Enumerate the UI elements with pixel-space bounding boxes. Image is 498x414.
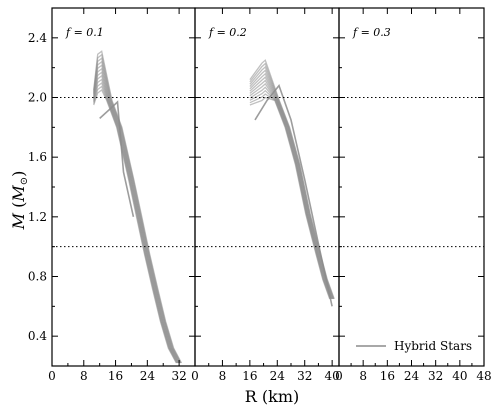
- legend-label: Hybrid Stars: [394, 339, 472, 353]
- panel-label-2: f = 0.2: [208, 26, 247, 39]
- y-tick-label-1.2: 1.2: [28, 210, 47, 224]
- x-tick-label-2-0: 0: [191, 369, 199, 383]
- x-tick-label-3-24: 24: [404, 369, 420, 383]
- x-tick-label-2-32: 32: [297, 369, 312, 383]
- curve-1-12: [93, 50, 183, 364]
- y-tick-label-2.4: 2.4: [28, 31, 47, 45]
- x-tick-label-3-8: 8: [359, 369, 367, 383]
- x-tick-label-3-16: 16: [380, 369, 395, 383]
- curve-2-2: [249, 93, 331, 300]
- y-axis-label-unit: M: [9, 185, 28, 203]
- y-tick-label-0.4: 0.4: [28, 329, 47, 343]
- x-tick-label-3-0: 0: [335, 369, 343, 383]
- panel-frame-1: [51, 7, 196, 367]
- panel-1: 0 8 16 24 32 f = 0.1: [48, 7, 196, 383]
- y-tick-label-0.8: 0.8: [28, 270, 47, 284]
- x-tick-label-1-24: 24: [140, 369, 156, 383]
- x-tick-label-2-40: 40: [325, 369, 340, 383]
- panel-frame-2: [194, 7, 340, 367]
- panels: 0 8 16 24 32 f = 0.1 0 8 16 24 32 40 f = 0.2 0 8 16 24 32…: [48, 7, 492, 383]
- x-tick-label-1-8: 8: [80, 369, 88, 383]
- x-tick-label-1-16: 16: [108, 369, 123, 383]
- x-tick-label-3-48: 48: [476, 369, 491, 383]
- branch-curve-2: [254, 83, 333, 307]
- panel-label-3: f = 0.3: [352, 26, 391, 39]
- x-tick-label-3-32: 32: [428, 369, 443, 383]
- panel-label-1: f = 0.1: [65, 26, 104, 39]
- y-tick-label-2.0: 2.0: [28, 91, 47, 105]
- x-tick-label-2-8: 8: [219, 369, 227, 383]
- x-axis-label: R (km): [245, 387, 299, 406]
- y-axis-label-sun: ⊙: [19, 177, 30, 185]
- y-axis-label: M (M⊙): [9, 171, 30, 231]
- x-tick-label-2-16: 16: [242, 369, 257, 383]
- x-tick-label-1-0: 0: [48, 369, 56, 383]
- y-tick-label-1.6: 1.6: [28, 150, 47, 164]
- curve-2-3: [249, 89, 332, 300]
- panel-frame-3: [338, 7, 485, 367]
- x-tick-label-3-40: 40: [452, 369, 467, 383]
- x-tick-label-2-24: 24: [270, 369, 286, 383]
- panel-2: 0 8 16 24 32 40 f = 0.2: [191, 7, 340, 383]
- y-axis-label-open: (: [9, 202, 28, 213]
- legend: Hybrid Stars: [356, 339, 472, 353]
- y-axis: 0.4 0.8 1.2 1.6 2.0 2.4: [28, 31, 47, 343]
- panel-3: 0 8 16 24 32 40 48 f = 0.3: [335, 7, 492, 383]
- branch-curve-1: [99, 100, 135, 217]
- x-tick-label-1-32: 32: [171, 369, 186, 383]
- y-axis-label-m: M: [9, 212, 28, 230]
- y-axis-label-close: ): [9, 171, 28, 177]
